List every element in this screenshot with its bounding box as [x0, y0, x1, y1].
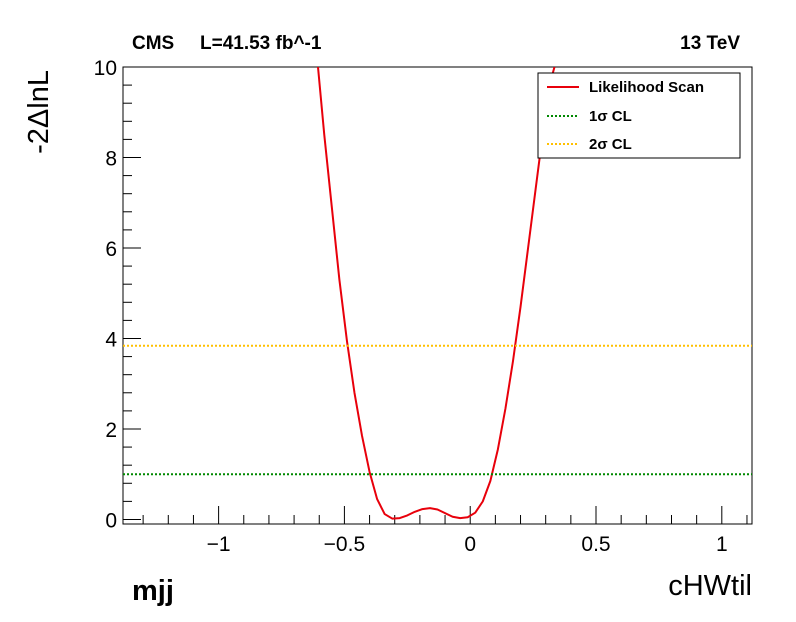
series-layer — [123, 67, 752, 520]
y-tick-label: 4 — [105, 328, 117, 351]
x-tick-label: 0 — [464, 533, 476, 556]
x-tick-label: −1 — [207, 533, 231, 556]
y-tick-label: 2 — [105, 419, 117, 442]
y-tick-label: 10 — [94, 57, 117, 80]
legend-label-likelihood: Likelihood Scan — [589, 79, 704, 96]
legend-label-1sigma: 1σ CL — [589, 108, 632, 125]
x-tick-label: 1 — [716, 533, 728, 556]
legend-label-2sigma: 2σ CL — [589, 136, 632, 153]
x-axis-title: cHWtil — [668, 570, 752, 602]
y-axis-title: -2ΔlnL — [23, 70, 55, 154]
x-tick-label: 0.5 — [581, 533, 610, 556]
luminosity-label: L=41.53 fb^-1 — [200, 33, 322, 54]
experiment-label: CMS — [132, 33, 174, 54]
y-tick-label: 6 — [105, 238, 117, 261]
plot-frame — [122, 66, 753, 525]
legend: Likelihood Scan 1σ CL 2σ CL — [537, 72, 741, 159]
corner-label: mjj — [132, 575, 174, 607]
likelihood-scan-line — [316, 67, 556, 520]
x-tick-label: −0.5 — [324, 533, 365, 556]
y-tick-label: 0 — [105, 509, 117, 532]
y-tick-label: 8 — [105, 147, 117, 170]
energy-label: 13 TeV — [680, 33, 740, 54]
